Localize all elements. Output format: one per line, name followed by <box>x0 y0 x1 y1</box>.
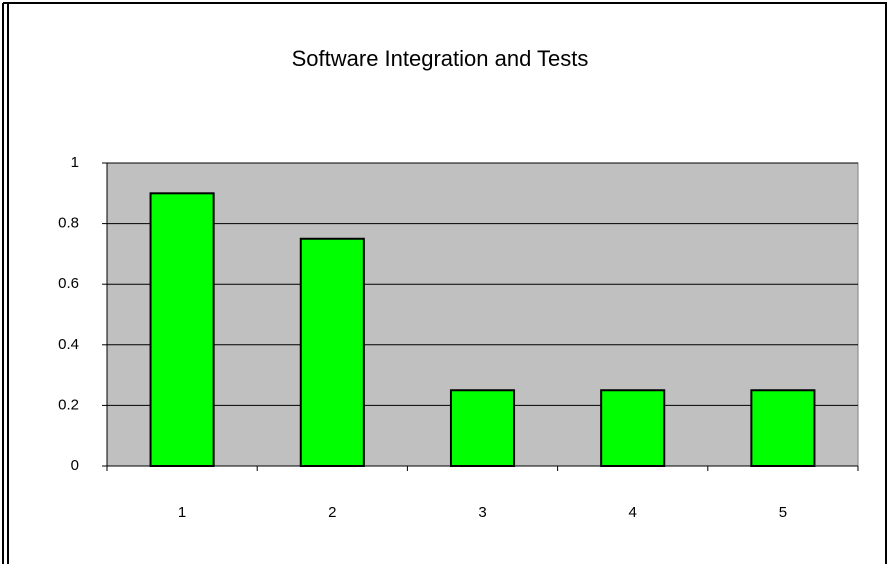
x-tick-label: 5 <box>779 504 787 521</box>
bar <box>600 389 666 467</box>
bar <box>299 237 365 467</box>
y-tick-label: 0 <box>71 457 79 474</box>
x-tick-label: 3 <box>478 504 486 521</box>
bar <box>449 389 516 467</box>
y-tick-label: 0.6 <box>58 275 79 292</box>
y-tick-label: 0.4 <box>58 336 79 353</box>
bar <box>750 389 816 467</box>
y-tick-label: 0.8 <box>58 215 79 232</box>
chart-title: Software Integration and Tests <box>292 46 589 71</box>
x-tick-label: 1 <box>178 504 186 521</box>
y-tick-label: 1 <box>71 154 79 171</box>
x-tick-label: 2 <box>328 504 336 521</box>
bar <box>149 192 215 468</box>
y-tick-label: 0.2 <box>58 396 79 413</box>
x-tick-label: 4 <box>629 504 637 521</box>
